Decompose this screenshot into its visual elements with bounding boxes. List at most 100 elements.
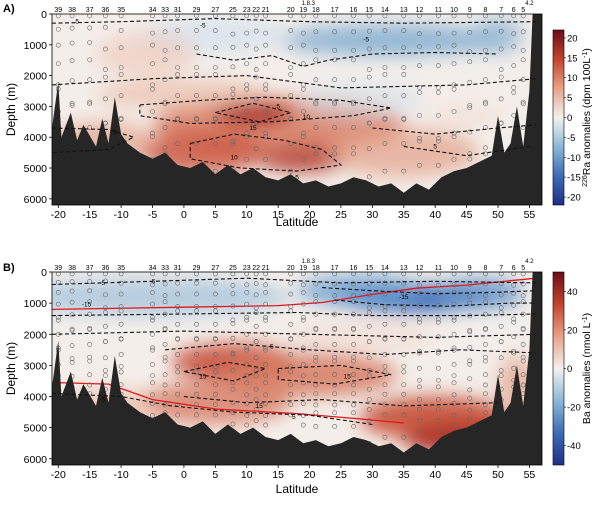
sample-point <box>435 31 441 37</box>
sample-point <box>467 272 473 277</box>
sample-point <box>230 31 236 37</box>
anomaly-blob <box>95 32 197 76</box>
colorbar-tick-label: 40 <box>567 287 578 298</box>
sample-point <box>288 352 294 357</box>
contour-label: -15 <box>82 302 92 309</box>
sample-point <box>366 46 372 52</box>
sample-point <box>162 342 168 347</box>
sample-point <box>511 31 517 37</box>
sample-point <box>451 373 457 379</box>
sample-point <box>467 387 473 393</box>
sample-point <box>300 317 306 323</box>
sample-point <box>102 74 108 80</box>
sample-point <box>332 125 338 130</box>
sample-point <box>520 327 526 332</box>
sample-point <box>351 423 356 429</box>
y-tick-label: 1000 <box>24 298 48 310</box>
sample-point <box>417 365 422 371</box>
sample-point <box>498 96 504 102</box>
sample-point <box>69 288 75 294</box>
station-label: 16 <box>350 7 358 14</box>
sample-point <box>435 384 441 390</box>
sample-point <box>520 372 526 378</box>
sample-point <box>401 308 407 314</box>
sample-point <box>382 321 388 327</box>
sample-point <box>467 156 473 162</box>
sample-point <box>263 134 268 140</box>
contour-line <box>183 395 499 407</box>
sample-point <box>102 368 108 373</box>
sample-point <box>511 90 517 95</box>
sample-point <box>175 391 181 397</box>
sample-point <box>288 14 294 19</box>
sample-point <box>55 317 61 323</box>
sample-point <box>175 291 181 297</box>
colorbar-tick-label: 0 <box>567 113 572 124</box>
anomaly-blob <box>472 17 524 55</box>
sample-point <box>498 28 504 34</box>
sample-point <box>483 382 488 388</box>
sample-point <box>498 305 504 311</box>
sample-point <box>351 358 356 364</box>
sample-point <box>230 291 236 297</box>
sample-point <box>300 272 306 277</box>
sample-point <box>511 365 517 371</box>
station-label: 13 <box>400 7 408 14</box>
x-tick-label: 15 <box>272 209 284 221</box>
sample-point <box>212 321 218 327</box>
sample-point <box>332 281 338 287</box>
contour-line <box>52 392 373 426</box>
station-label: 35 <box>117 7 125 14</box>
sample-point <box>467 329 473 335</box>
sample-point <box>451 272 457 277</box>
station-label: 11 <box>435 7 442 14</box>
contour-label: 15 <box>199 373 207 380</box>
sample-point <box>253 28 259 34</box>
sample-point <box>417 135 422 141</box>
sample-point <box>230 272 236 277</box>
sample-point <box>351 327 356 332</box>
sample-point <box>520 342 526 347</box>
colorbar-label-part: 226 <box>582 175 589 187</box>
sample-point <box>313 272 319 277</box>
sample-point <box>332 342 338 347</box>
sample-point <box>300 157 306 162</box>
sample-point <box>511 272 517 277</box>
sample-point <box>288 45 294 51</box>
sample-point <box>451 401 457 406</box>
sample-point <box>351 293 356 299</box>
sample-point <box>150 347 155 353</box>
sample-point <box>118 116 124 121</box>
sample-point <box>435 302 441 308</box>
sample-point <box>435 14 441 19</box>
sample-point <box>366 310 372 315</box>
sample-point <box>69 101 75 106</box>
sample-point <box>351 311 356 317</box>
sample-point <box>382 141 388 146</box>
colorbar-tick-label: -40 <box>567 441 581 452</box>
sample-point <box>401 391 407 397</box>
sample-point <box>401 402 407 408</box>
sample-point <box>244 14 250 19</box>
sample-point <box>451 109 457 114</box>
sample-point <box>212 336 218 342</box>
sample-point <box>194 65 199 71</box>
sample-point <box>175 382 181 388</box>
sample-point <box>332 423 338 429</box>
y-tick-label: 1000 <box>24 40 48 52</box>
sample-point <box>520 272 526 277</box>
sample-point <box>435 282 441 288</box>
x-tick-label: 55 <box>524 469 536 481</box>
sample-point <box>230 321 236 326</box>
sample-point <box>118 336 124 342</box>
sample-point <box>244 301 250 307</box>
water-mass-boundary-line <box>52 381 404 424</box>
sample-point <box>244 42 250 48</box>
sample-point <box>498 373 504 379</box>
sample-point <box>451 331 457 337</box>
sample-point <box>351 391 356 397</box>
sample-point <box>332 29 338 35</box>
sample-point <box>382 280 388 286</box>
sample-point <box>417 384 422 390</box>
sample-point <box>150 86 155 92</box>
